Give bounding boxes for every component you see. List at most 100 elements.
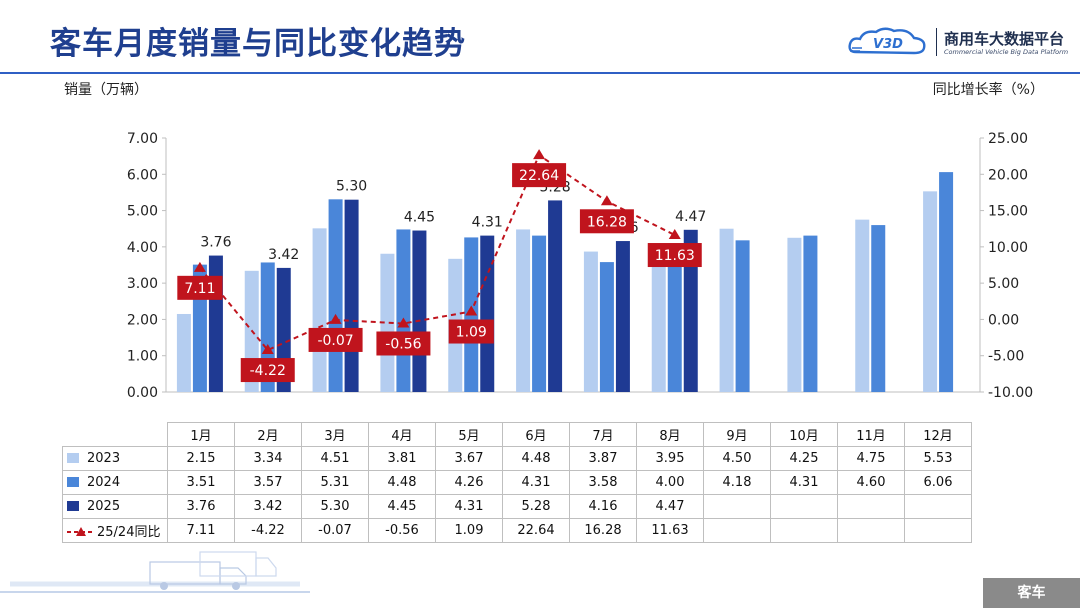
table-row-label: 2023 [62, 446, 168, 471]
bar-data-label: 3.42 [268, 247, 299, 263]
section-tag: 客车 [983, 578, 1080, 608]
chart-axes: 0.00 1.00 2.00 3.00 4.00 5.00 6.00 7.00 -10.00 -5… [127, 131, 1033, 401]
y2-tick-label: 10.00 [988, 240, 1028, 256]
bar-2023 [923, 191, 938, 392]
table-cell: 4.75 [837, 446, 905, 471]
legend-swatch-2023 [67, 453, 79, 463]
legend-swatch-2024 [67, 477, 79, 487]
table-category-header: 12月 [904, 422, 972, 447]
table-cell [703, 494, 771, 519]
table-cell: 4.16 [569, 494, 637, 519]
chart-labels: 3.763.425.304.454.315.284.164.477.11-4.2… [177, 163, 706, 383]
ratio-point [668, 229, 681, 240]
ratio-polyline [199, 153, 676, 352]
logo-subtitle: Commercial Vehicle Big Data Platform [944, 48, 1069, 56]
bar-data-label: 5.30 [336, 179, 367, 195]
table-cell [904, 518, 972, 543]
bar-2025 [480, 235, 495, 392]
table-cell [703, 518, 771, 543]
bar-2024 [532, 235, 547, 392]
table-cell: 5.31 [301, 470, 369, 495]
bar-2023 [583, 251, 598, 392]
y-tick-label: 0.00 [127, 385, 158, 401]
table-category-header: 7月 [569, 422, 637, 447]
bar-2024 [735, 240, 750, 392]
table-row: 2024 3.51 3.57 5.31 4.48 4.26 4.31 3.58 4.00 4.18… [62, 470, 972, 495]
ratio-point [533, 149, 546, 160]
table-row: 25/24同比 7.11 -4.22 -0.07 -0.56 1.09 22.64 16.28… [62, 518, 972, 543]
bar-2023 [312, 228, 327, 392]
y-tick-label: 7.00 [127, 131, 158, 147]
bar-2024 [939, 172, 954, 392]
table-cell: 3.57 [234, 470, 302, 495]
table-header-row: 1月 2月 3月 4月 5月 6月 7月 8月 9月 10月 11月 12月 [62, 422, 972, 447]
y-tick-label: 5.00 [127, 204, 158, 220]
bar-2025 [412, 230, 427, 392]
right-axis-title: 同比增长率（%） [932, 82, 1044, 98]
y-tick-label: 4.00 [127, 240, 158, 256]
legend-label: 2024 [87, 475, 121, 490]
ratio-label-box [579, 209, 634, 234]
table-cell: 4.47 [636, 494, 704, 519]
table-cell: -0.56 [368, 518, 436, 543]
ratio-data-label: 22.64 [519, 168, 559, 184]
table-cell: 3.87 [569, 446, 637, 471]
table-cell: 4.18 [703, 470, 771, 495]
y2-tick-label: 5.00 [988, 276, 1019, 292]
bar-2024 [396, 229, 411, 392]
ratio-point [193, 261, 206, 272]
bar-2023 [176, 313, 191, 392]
bar-2024 [667, 246, 682, 392]
y-tick-label: 2.00 [127, 312, 158, 328]
ratio-label-box [240, 358, 295, 383]
platform-logo: V3D 商用车大数据平台 Commercial Vehicle Big Data… [848, 24, 1070, 64]
ratio-line [193, 149, 681, 355]
ratio-label-box [647, 243, 702, 268]
table-category-header: 4月 [368, 422, 436, 447]
legend-label: 25/24同比 [97, 525, 161, 540]
table-row-label: 25/24同比 [62, 518, 168, 543]
legend-label: 2025 [87, 499, 121, 514]
ratio-data-label: 11.63 [655, 248, 695, 264]
y2-tick-label: -5.00 [988, 349, 1024, 365]
left-axis-title: 销量（万辆） [64, 82, 148, 98]
bar-2023 [516, 229, 531, 392]
bar-2023 [651, 248, 666, 392]
table-cell: 7.11 [167, 518, 235, 543]
table-category-header: 11月 [837, 422, 905, 447]
table-category-header: 3月 [301, 422, 369, 447]
bar-2025 [344, 199, 359, 392]
table-cell: 16.28 [569, 518, 637, 543]
y2-tick-label: -10.00 [988, 385, 1033, 401]
table-category-header: 6月 [502, 422, 570, 447]
bar-data-label: 3.76 [200, 235, 231, 251]
bar-2024 [599, 262, 614, 392]
table-cell: 4.50 [703, 446, 771, 471]
bar-2023 [855, 219, 870, 392]
legend-swatch-2025 [67, 501, 79, 511]
bar-2023 [380, 253, 395, 392]
table-cell [837, 518, 905, 543]
table-category-header: 9月 [703, 422, 771, 447]
table-cell: 3.34 [234, 446, 302, 471]
table-cell: 3.42 [234, 494, 302, 519]
title-divider [0, 72, 1080, 74]
table-cell: 4.26 [435, 470, 503, 495]
table-cell: 3.67 [435, 446, 503, 471]
table-cell: 3.95 [636, 446, 704, 471]
table-cell [837, 494, 905, 519]
data-table: 1月 2月 3月 4月 5月 6月 7月 8月 9月 10月 11月 12月 2023 2.15 3.34 4… [62, 422, 972, 543]
table-cell: 22.64 [502, 518, 570, 543]
table-cell: 2.15 [167, 446, 235, 471]
page-title: 客车月度销量与同比变化趋势 [50, 26, 466, 62]
legend-label: 2023 [87, 451, 121, 466]
ratio-data-label: -4.22 [250, 363, 286, 379]
table-row: 2023 2.15 3.34 4.51 3.81 3.67 4.48 3.87 3.95 4.50… [62, 446, 972, 471]
ratio-label-box [448, 319, 494, 344]
table-cell: 5.53 [904, 446, 972, 471]
ratio-label-box [308, 327, 363, 352]
bar-2024 [803, 235, 818, 392]
table-row-label: 2024 [62, 470, 168, 495]
ratio-legend-icon [67, 527, 95, 536]
